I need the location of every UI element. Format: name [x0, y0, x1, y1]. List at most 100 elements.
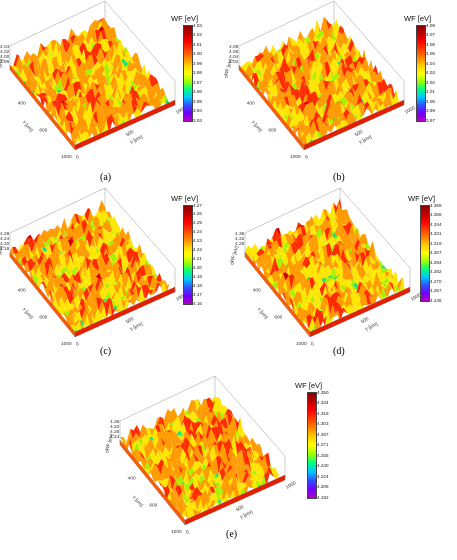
x-tick-label: 0 — [231, 261, 234, 267]
y-tick-label: 0 — [310, 341, 316, 348]
colorbar-tick-label: 4.350 — [317, 389, 329, 395]
colorbar-tick-label: 3.93 — [193, 117, 202, 123]
colorbar-title: WF [eV] — [408, 194, 436, 203]
colorbar — [416, 25, 426, 122]
colorbar-tick-label: 4.294 — [430, 259, 442, 265]
colorbar-tick-label: 4.06 — [426, 41, 435, 47]
colorbar-tick-label: 3.95 — [193, 98, 202, 104]
z-axis-label: WF [eV] — [229, 245, 240, 263]
surface-mesh — [10, 199, 170, 336]
colorbar-tick-label: 3.98 — [193, 70, 202, 75]
colorbar-tick-label: 4.27 — [193, 202, 202, 208]
y-tick-label: 1000 — [404, 105, 417, 116]
z-tick-label: 4.08 — [229, 44, 239, 50]
x-tick-label: 0 — [106, 449, 109, 455]
y-axis-label: y [μm] — [239, 509, 253, 520]
colorbar-tick-label: 4.25 — [193, 220, 202, 226]
x-tick-label: 1000 — [296, 341, 307, 347]
z-axis-label: WF [eV] — [104, 433, 115, 451]
panel-caption: (d) — [333, 346, 345, 357]
z-tick-label: 3.96 — [0, 59, 10, 65]
colorbar-tick-label: 4.19 — [193, 273, 202, 279]
z-tick-label: 4.28 — [235, 241, 245, 247]
colorbar-tick-label: 4.257 — [430, 288, 442, 293]
y-tick-label: 1000 — [410, 292, 423, 303]
z-axis-label: WF [eV] — [0, 245, 5, 263]
colorbar-tick-label: 4.344 — [430, 221, 442, 227]
z-axis-label: WF [eV] — [0, 58, 5, 76]
panel-b: 4.08 4.06 4.04 4.02 WF [eV] 0 400 600 1000 x [μm]… — [223, 0, 457, 185]
colorbar-tick-label: 4.331 — [430, 231, 442, 236]
colorbar-tick-label: 3.94 — [193, 108, 202, 113]
x-tick-label: 0 — [225, 74, 228, 80]
colorbar-tick-label: 3.97 — [193, 79, 202, 85]
y-tick-label: 500 — [360, 316, 370, 325]
x-tick-label: 400 — [128, 476, 136, 482]
y-tick-label: 0 — [75, 154, 81, 161]
surface-mesh — [245, 198, 405, 337]
colorbar-tick-label: 4.03 — [193, 22, 202, 28]
colorbar-title: WF [eV] — [295, 381, 323, 390]
colorbar-tick-label: 4.23 — [193, 238, 202, 244]
panel-caption: (e) — [226, 529, 238, 540]
colorbar-tick-label: 4.17 — [193, 291, 202, 297]
colorbar-tick-label: 4.16 — [193, 300, 202, 306]
y-axis-label: y [μm] — [129, 321, 143, 332]
y-tick-label: 500 — [235, 504, 245, 513]
y-axis-label: y [μm] — [129, 134, 143, 145]
z-tick-label: 4.24 — [0, 236, 10, 242]
colorbar-tick-label: 4.01 — [193, 41, 202, 47]
colorbar — [307, 392, 317, 499]
z-tick-label: 4.32 — [235, 236, 245, 242]
colorbar-tick-label: 4.255 — [317, 452, 329, 458]
z-tick-label: 4.02 — [0, 49, 10, 55]
colorbar-title: WF [eV] — [171, 194, 199, 203]
x-tick-label: 600 — [39, 314, 47, 320]
x-axis-label: x [μm] — [256, 306, 269, 320]
colorbar-tick-label: 4.03 — [426, 70, 435, 75]
colorbar-tick-label: 4.22 — [193, 247, 202, 253]
panel-d: 4.36 4.32 4.28 WF [eV] 0 400 600 1000 x [μm] 0 500… — [229, 187, 457, 372]
colorbar-tick-label: 4.369 — [430, 202, 442, 208]
z-tick-label: 4.02 — [229, 59, 239, 65]
y-tick-label: 0 — [185, 529, 191, 536]
z-axis-label: WF [eV] — [223, 58, 234, 76]
colorbar-tick-label: 4.245 — [430, 297, 442, 303]
colorbar-tick-label: 4.356 — [430, 212, 442, 217]
y-tick-label: 1000 — [175, 292, 188, 303]
colorbar-tick-label: 3.99 — [426, 108, 435, 113]
colorbar-tick-label: 4.240 — [317, 463, 329, 468]
y-tick-label: 500 — [125, 316, 135, 325]
colorbar-title: WF [eV] — [171, 14, 199, 23]
x-axis-label: x [μm] — [21, 119, 34, 133]
colorbar-tick-label: 4.208 — [317, 484, 329, 489]
colorbar-tick-label: 4.334 — [317, 400, 329, 405]
colorbar-tick-label: 3.97 — [426, 117, 435, 123]
panel-caption: (a) — [100, 172, 112, 183]
surface-mesh — [239, 16, 399, 149]
colorbar-tick-label: 4.282 — [430, 269, 442, 274]
colorbar-tick-label: 4.192 — [317, 494, 329, 500]
panel-caption: (c) — [100, 346, 112, 357]
colorbar-tick-label: 4.01 — [426, 89, 435, 94]
colorbar-tick-label: 4.20 — [193, 264, 202, 270]
colorbar-tick-label: 4.307 — [430, 250, 442, 255]
colorbar-tick-label: 4.05 — [426, 51, 435, 56]
colorbar-tick-label: 4.00 — [426, 98, 435, 104]
y-tick-label: 500 — [125, 129, 135, 138]
colorbar — [420, 205, 430, 302]
colorbar-title: WF [eV] — [404, 14, 432, 23]
z-tick-label: 4.32 — [110, 424, 120, 430]
x-axis-label: x [μm] — [21, 306, 34, 320]
x-tick-label: 1000 — [61, 154, 72, 160]
x-tick-label: 600 — [274, 314, 282, 320]
x-tick-label: 1000 — [61, 341, 72, 347]
colorbar-tick-label: 4.319 — [430, 240, 442, 246]
z-tick-label: 4.36 — [235, 231, 245, 237]
x-tick-label: 400 — [18, 101, 26, 107]
y-axis-label: y [μm] — [364, 321, 378, 332]
y-axis-label: y [μm] — [358, 134, 372, 145]
z-tick-label: 4.04 — [229, 54, 239, 60]
